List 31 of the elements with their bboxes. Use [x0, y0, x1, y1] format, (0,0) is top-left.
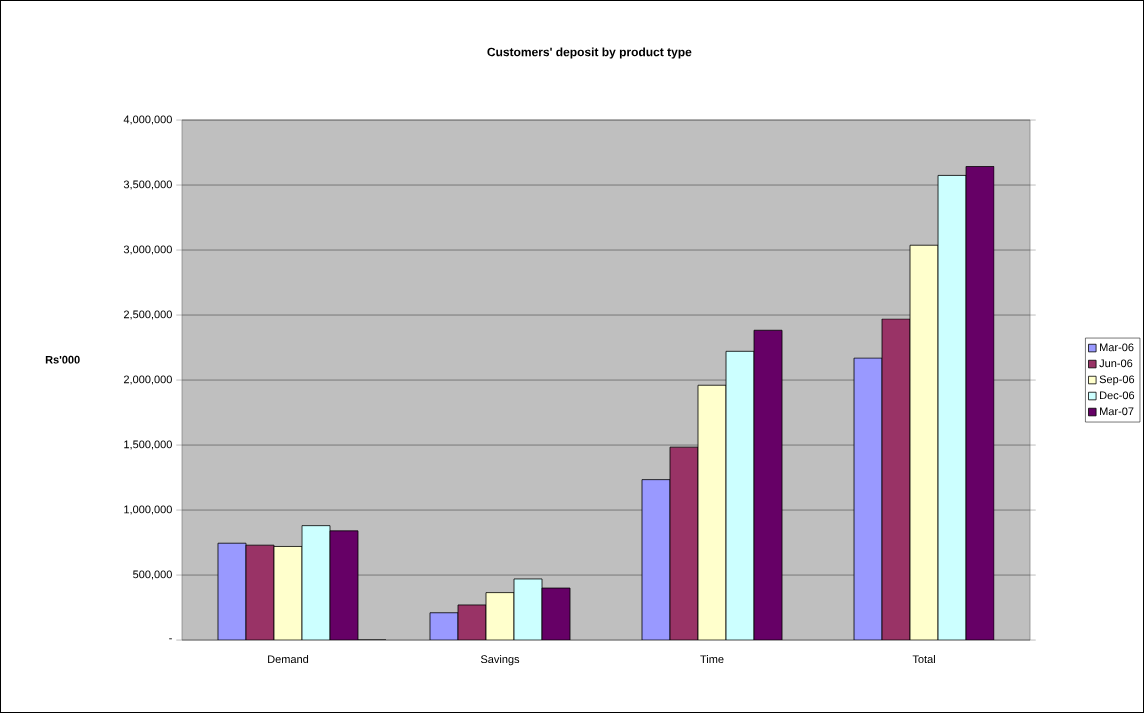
- legend-label: Mar-07: [1100, 407, 1134, 416]
- legend-label: Mar-06: [1100, 343, 1134, 352]
- y-tick-label: 2,500,000: [123, 310, 172, 320]
- chart-title: Customers' deposit by product type: [487, 47, 692, 59]
- bar: [669, 446, 699, 641]
- bar: [485, 592, 515, 641]
- y-tick-label: 3,000,000: [123, 245, 172, 255]
- y-axis-title: Rs'000: [45, 355, 80, 364]
- bar: [937, 175, 967, 641]
- x-tick-label: Time: [700, 655, 724, 664]
- y-tick-label: 500,000: [133, 570, 172, 580]
- bar: [909, 244, 939, 641]
- y-tick-label: 3,500,000: [123, 180, 172, 190]
- bar: [881, 318, 911, 641]
- legend-label: Jun-06: [1099, 359, 1133, 368]
- bar: [245, 544, 275, 641]
- x-tick-label: Savings: [480, 655, 520, 666]
- bar: [301, 525, 331, 641]
- y-tick-label: 1,500,000: [124, 440, 172, 450]
- y-tick-label: -: [169, 638, 172, 640]
- x-tick-label: Total: [912, 655, 935, 664]
- y-tick-label: 1,000,000: [124, 505, 172, 515]
- legend-label: Sep-06: [1099, 375, 1135, 386]
- bar: [513, 578, 543, 641]
- legend-label: Dec-06: [1100, 391, 1135, 400]
- bar: [725, 350, 755, 641]
- bar: [273, 546, 303, 641]
- x-tick-label: Demand: [268, 655, 309, 664]
- y-tick-label: 2,000,000: [123, 375, 172, 385]
- bar: [697, 384, 727, 641]
- y-tick-label: 4,000,000: [123, 115, 172, 125]
